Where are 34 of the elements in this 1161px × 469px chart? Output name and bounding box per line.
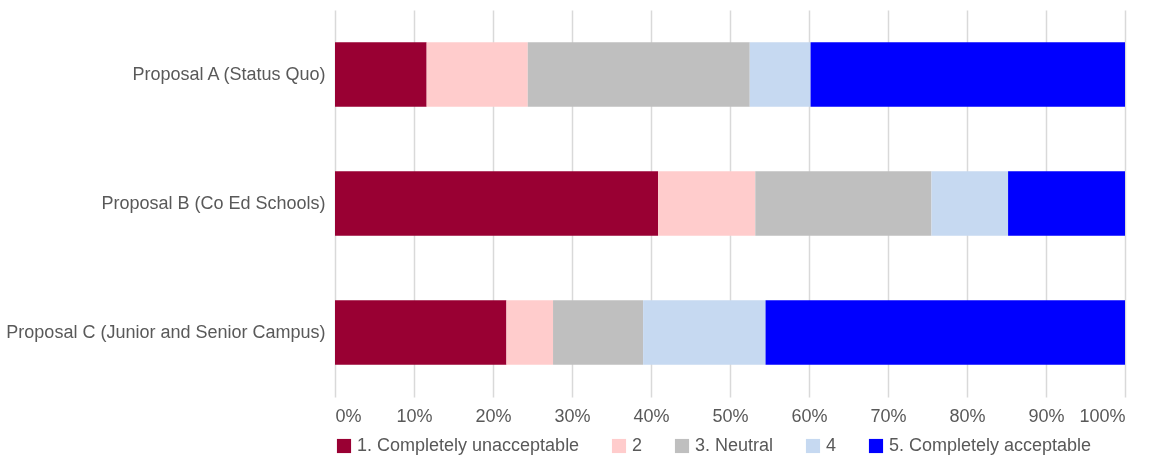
bar [810, 42, 1125, 107]
x-tick-label: 30% [554, 405, 591, 426]
y-tick-label: Proposal C (Junior and Senior Campus) [6, 321, 326, 342]
legend-label: 2 [632, 435, 643, 455]
x-tick-label: 60% [791, 405, 828, 426]
x-tick-label: 10% [396, 405, 433, 426]
bar [506, 300, 554, 365]
bar [426, 42, 528, 107]
bar [335, 300, 507, 365]
legend-label: 1. Completely unacceptable [357, 435, 580, 455]
bar [749, 42, 811, 107]
bar [931, 171, 1009, 236]
bar [1008, 171, 1125, 236]
legend-label: 5. Completely acceptable [889, 435, 1092, 455]
bar [765, 300, 1125, 365]
x-tick-label: 50% [712, 405, 749, 426]
x-tick-label: 20% [475, 405, 512, 426]
y-tick-label: Proposal B (Co Ed Schools) [101, 192, 326, 213]
x-tick-label: 80% [949, 405, 986, 426]
bar [335, 171, 659, 236]
x-tick-label: 40% [633, 405, 670, 426]
x-tick-label: 0% [335, 405, 362, 426]
x-tick-label: 70% [870, 405, 907, 426]
legend-label: 3. Neutral [695, 435, 774, 455]
bar [527, 42, 750, 107]
y-tick-label: Proposal A (Status Quo) [132, 63, 326, 84]
bar [643, 300, 766, 365]
legend-label: 4 [826, 435, 837, 455]
bar [755, 171, 932, 236]
bar [335, 42, 427, 107]
x-tick-label: 90% [1028, 405, 1065, 426]
x-tick-label: 100% [1079, 405, 1126, 426]
bar [553, 300, 644, 365]
bar [658, 171, 756, 236]
